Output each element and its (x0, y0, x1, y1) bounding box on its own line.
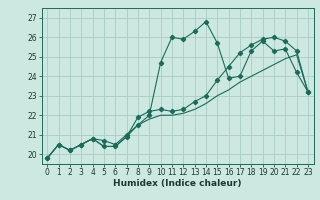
X-axis label: Humidex (Indice chaleur): Humidex (Indice chaleur) (113, 179, 242, 188)
